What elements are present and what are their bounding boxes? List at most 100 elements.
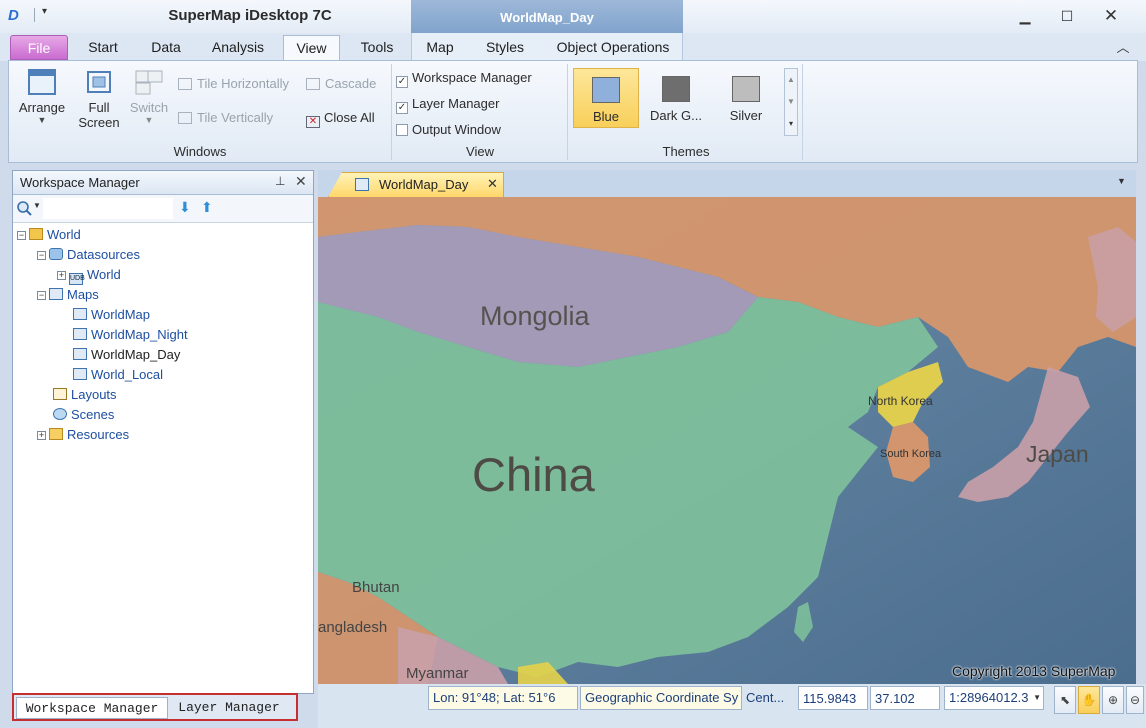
checkbox-checked-icon: ✓ <box>396 102 408 114</box>
cascade-button[interactable]: Cascade <box>306 74 386 94</box>
zoom-out-tool-button[interactable]: ⊖ <box>1126 686 1144 714</box>
center-y-input[interactable] <box>870 686 940 710</box>
status-lonlat: Lon: 91°48; Lat: 51°6 <box>428 686 578 710</box>
panel-close-icon[interactable]: ✕ <box>295 173 307 189</box>
tree-item-datasource-world[interactable]: + UDB World <box>17 265 307 285</box>
contextual-tab-group-title: WorldMap_Day <box>411 0 683 35</box>
arrange-label: Arrange <box>18 100 66 115</box>
tab-start[interactable]: Start <box>88 39 118 55</box>
tab-view[interactable]: View <box>283 35 340 62</box>
minimize-button[interactable]: ▁ <box>1019 8 1031 24</box>
select-tool-button[interactable]: ⬉ <box>1054 686 1076 714</box>
tree-item-maps[interactable]: − Maps <box>17 285 307 305</box>
workspace-manager-checkbox[interactable]: ✓ Workspace Manager <box>396 68 564 88</box>
close-all-button[interactable]: ✕ Close All <box>306 108 388 128</box>
map-icon <box>73 368 87 380</box>
theme-dark-gray-swatch <box>662 76 690 102</box>
quick-access-dropdown-icon[interactable]: ▾ <box>42 6 48 17</box>
workspace-search-bar: ▼ ⬇ ⬆ <box>13 195 313 223</box>
map-icon <box>73 328 87 340</box>
scenes-icon <box>53 408 67 420</box>
map-label-bangladesh: angladesh <box>318 619 388 636</box>
document-list-dropdown-icon[interactable]: ▼ <box>1117 176 1126 186</box>
search-icon[interactable] <box>16 200 34 218</box>
full-screen-button[interactable]: Full Screen <box>72 68 126 138</box>
tab-tools[interactable]: Tools <box>360 39 394 55</box>
tile-horizontally-icon <box>178 78 192 90</box>
switch-button[interactable]: Switch ▼ <box>124 68 174 138</box>
group-separator <box>802 64 803 160</box>
tree-item-map-worldmap-day[interactable]: WorldMap_Day <box>17 345 307 365</box>
tree-item-workspace[interactable]: − World <box>17 225 307 245</box>
map-label-china: China <box>472 448 595 501</box>
pan-tool-button[interactable]: ✋ <box>1078 686 1100 714</box>
layer-manager-checkbox[interactable]: ✓ Layer Manager <box>396 94 564 114</box>
scale-dropdown-icon[interactable]: ▼ <box>1033 693 1041 702</box>
tree-item-label: WorldMap <box>91 307 151 322</box>
tree-item-map-world-local[interactable]: World_Local <box>17 365 307 385</box>
close-button[interactable]: ✕ <box>1103 6 1119 25</box>
checkbox-unchecked-icon <box>396 124 408 136</box>
collapse-icon[interactable]: − <box>37 290 46 300</box>
expand-icon[interactable]: + <box>57 270 66 280</box>
bottom-tab-workspace-manager[interactable]: Workspace Manager <box>16 697 168 719</box>
arrange-button[interactable]: Arrange ▼ <box>14 68 70 138</box>
tree-item-map-worldmap[interactable]: WorldMap <box>17 305 307 325</box>
udb-datasource-icon: UDB <box>69 273 85 285</box>
app-logo-icon: D <box>8 7 19 24</box>
layer-manager-checkbox-label: Layer Manager <box>412 96 500 111</box>
tile-vertically-button[interactable]: Tile Vertically <box>178 108 302 128</box>
tree-item-map-worldmap-night[interactable]: WorldMap_Night <box>17 325 307 345</box>
tree-item-resources[interactable]: + Resources <box>17 425 307 445</box>
tree-item-layouts[interactable]: Layouts <box>17 385 307 405</box>
tile-horizontally-label: Tile Horizontally <box>197 76 289 91</box>
layouts-icon <box>53 388 67 400</box>
tree-item-scenes[interactable]: Scenes <box>17 405 307 425</box>
tile-vertically-icon <box>178 112 192 124</box>
gallery-more-icon[interactable]: ▾ <box>788 119 793 128</box>
tab-styles[interactable]: Styles <box>485 39 525 55</box>
theme-silver[interactable]: Silver <box>713 68 779 128</box>
themes-gallery-scroll[interactable]: ▲ ▼ ▾ <box>784 68 798 136</box>
tree-item-datasources[interactable]: − Datasources <box>17 245 307 265</box>
tab-analysis[interactable]: Analysis <box>211 39 265 55</box>
move-down-icon[interactable]: ⬇ <box>179 199 191 215</box>
tab-object-operations[interactable]: Object Operations <box>556 39 670 55</box>
move-up-icon[interactable]: ⬆ <box>201 199 213 215</box>
gallery-down-icon[interactable]: ▼ <box>787 97 795 106</box>
scale-value: 1:28964012.3 <box>949 690 1029 705</box>
workspace-search-input[interactable] <box>43 198 173 219</box>
map-icon <box>73 348 87 360</box>
theme-dark-gray[interactable]: Dark G... <box>643 68 709 128</box>
pin-icon[interactable]: ⊥ <box>275 174 286 188</box>
theme-dark-gray-label: Dark G... <box>649 108 702 123</box>
tile-horizontally-button[interactable]: Tile Horizontally <box>178 74 302 94</box>
collapse-icon[interactable]: − <box>37 250 46 260</box>
output-window-checkbox[interactable]: Output Window <box>396 120 564 140</box>
map-label-north-korea: North Korea <box>868 394 933 408</box>
collapse-ribbon-icon[interactable]: ︿ <box>1116 40 1130 55</box>
zoom-in-tool-button[interactable]: ⊕ <box>1102 686 1124 714</box>
tab-map[interactable]: Map <box>426 39 454 55</box>
scale-select[interactable]: 1:28964012.3 ▼ <box>944 686 1044 710</box>
theme-blue-label: Blue <box>592 109 620 124</box>
expand-icon[interactable]: + <box>37 430 46 440</box>
map-canvas[interactable]: Mongolia China North Korea South Korea J… <box>318 197 1136 684</box>
tab-file[interactable]: File <box>10 35 68 60</box>
switch-icon <box>134 68 164 96</box>
document-tab-close-icon[interactable]: ✕ <box>487 176 498 191</box>
theme-silver-swatch <box>732 76 760 102</box>
theme-blue[interactable]: Blue <box>573 68 639 128</box>
status-coordinate-system: Geographic Coordinate Sy <box>580 686 742 710</box>
maximize-button[interactable]: ☐ <box>1060 8 1074 24</box>
document-tab-worldmap-day[interactable]: WorldMap_Day ✕ <box>328 172 504 197</box>
tree-item-label: WorldMap_Day <box>91 347 181 362</box>
map-graphic <box>318 197 1136 684</box>
center-x-input[interactable] <box>798 686 868 710</box>
tab-data[interactable]: Data <box>151 39 181 55</box>
gallery-up-icon[interactable]: ▲ <box>787 75 795 84</box>
document-tab-label: WorldMap_Day <box>379 177 469 192</box>
search-dropdown-icon[interactable]: ▼ <box>33 201 41 210</box>
collapse-icon[interactable]: − <box>17 230 26 240</box>
bottom-tab-layer-manager[interactable]: Layer Manager <box>178 700 280 715</box>
